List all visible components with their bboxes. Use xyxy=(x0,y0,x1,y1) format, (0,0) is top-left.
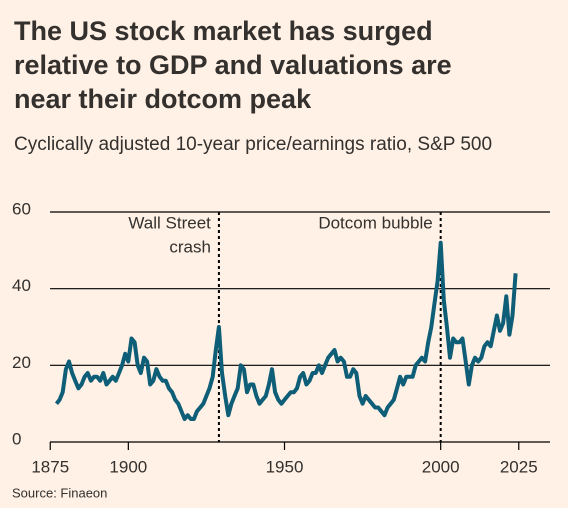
annotation-label: Wall Street xyxy=(128,213,211,232)
y-tick-label: 0 xyxy=(12,429,21,448)
cape-line xyxy=(54,240,518,421)
y-tick-label: 20 xyxy=(12,353,31,372)
y-tick-label: 40 xyxy=(12,276,31,295)
annotation-label: Dotcom bubble xyxy=(318,213,432,232)
source: Source: Finaeon xyxy=(12,485,107,500)
x-tick-label: 1900 xyxy=(109,457,147,476)
y-tick-label: 60 xyxy=(12,199,31,218)
annotation-label: crash xyxy=(169,237,211,256)
x-tick-label: 1950 xyxy=(266,457,304,476)
x-tick-label: 1875 xyxy=(31,457,69,476)
chart-subtitle: Cyclically adjusted 10-year price/earnin… xyxy=(14,134,493,155)
chart-title: The US stock market has surged relative … xyxy=(14,16,452,114)
x-tick-label: 2000 xyxy=(422,457,460,476)
x-tick-label: 2025 xyxy=(500,457,538,476)
